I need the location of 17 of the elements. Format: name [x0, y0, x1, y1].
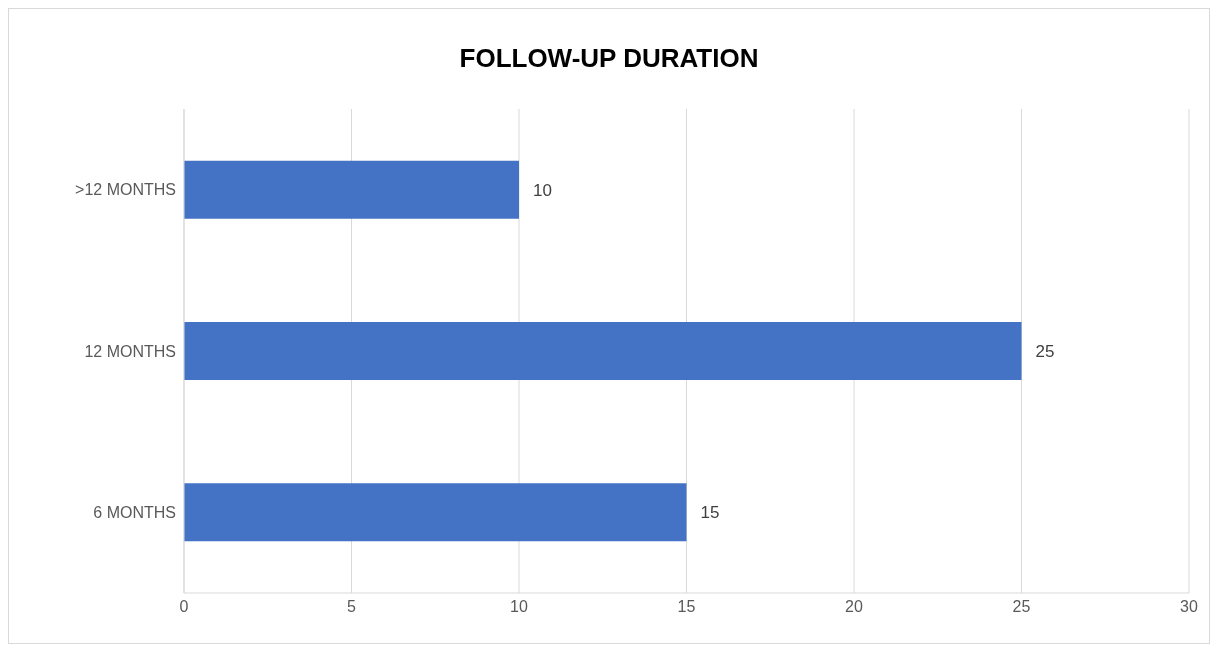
x-tick-label: 30: [1180, 598, 1198, 616]
y-tick-label: 6 MONTHS: [93, 504, 176, 522]
bar: [184, 321, 1022, 380]
x-tick-label: 5: [347, 598, 357, 616]
bar: [184, 160, 519, 219]
data-label: 15: [700, 503, 720, 523]
y-tick-label: >12 MONTHS: [75, 181, 176, 199]
x-tick-label: 0: [179, 598, 189, 616]
y-tick-label: 12 MONTHS: [84, 342, 176, 360]
chart-title: FOLLOW-UP DURATION: [458, 42, 760, 75]
x-tick-label: 20: [845, 598, 863, 616]
data-label: 25: [1035, 341, 1055, 361]
x-tick-label: 15: [677, 598, 696, 616]
x-tick-label: 10: [510, 598, 528, 616]
bar: [184, 483, 687, 542]
x-tick-label: 25: [1012, 598, 1031, 616]
data-label: 10: [533, 180, 552, 200]
